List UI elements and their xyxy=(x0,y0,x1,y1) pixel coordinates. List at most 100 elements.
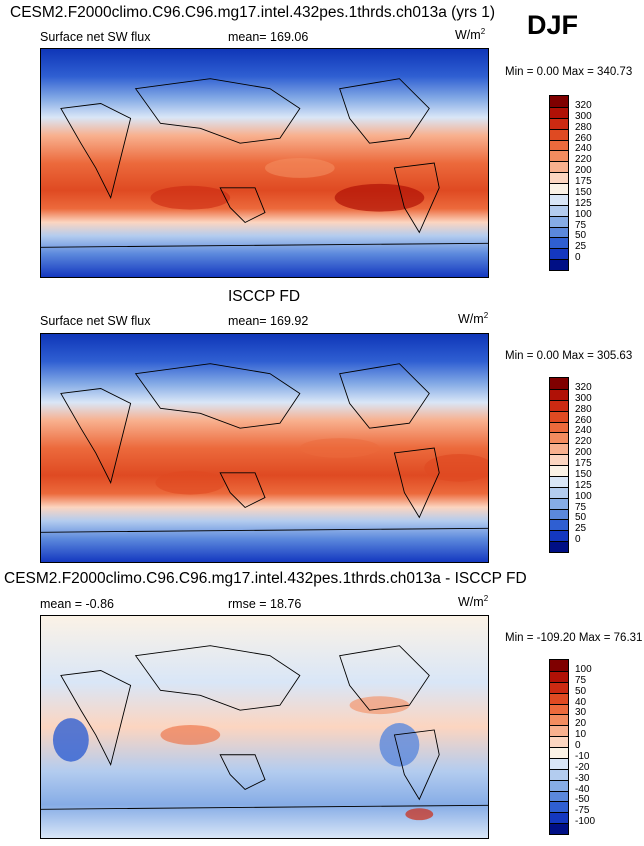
colorbar-segment xyxy=(550,486,568,498)
colorbar-segment xyxy=(550,660,568,671)
colorbar-tick-label: 100 xyxy=(575,208,592,220)
colorbar-tick-label: -40 xyxy=(575,783,590,795)
colorbar-segment xyxy=(550,248,568,260)
colorbar-segment xyxy=(550,681,568,693)
season-label: DJF xyxy=(527,10,579,40)
colorbar-segment xyxy=(550,736,568,747)
colorbar-tick-label: -30 xyxy=(575,772,590,784)
panel-2-map-svg xyxy=(41,334,488,562)
colorbar-tick-label: 260 xyxy=(575,132,592,144)
panel-3-units: W/m2 xyxy=(458,593,489,609)
colorbar-tick-label: 75 xyxy=(575,219,587,231)
colorbar-tick-label: 0 xyxy=(575,740,581,751)
colorbar-segment xyxy=(550,388,568,400)
colorbar-segment xyxy=(550,96,568,107)
colorbar-segment xyxy=(550,215,568,227)
panel-1-map xyxy=(40,48,489,278)
colorbar-segment xyxy=(550,421,568,433)
panel-1-map-svg xyxy=(41,49,488,277)
colorbar-tick-label: 300 xyxy=(575,110,592,122)
colorbar-tick-label: 240 xyxy=(575,143,592,155)
colorbar-segment xyxy=(550,150,568,162)
colorbar-tick-label: 20 xyxy=(575,718,587,730)
panel-3-coastlines xyxy=(41,645,488,810)
panel-2-colorbar xyxy=(549,377,569,553)
panel-2-minmax: Min = 0.00 Max = 305.63 xyxy=(505,350,633,362)
colorbar-tick-label: 320 xyxy=(575,99,592,111)
colorbar-tick-label: 220 xyxy=(575,154,592,166)
colorbar-tick-label: 260 xyxy=(575,414,592,426)
colorbar-segment xyxy=(550,399,568,411)
colorbar-segment xyxy=(550,443,568,455)
colorbar-tick-label: 40 xyxy=(575,696,587,708)
colorbar-tick-label: 175 xyxy=(575,176,592,187)
panel-1-minmax: Min = 0.00 Max = 340.73 xyxy=(505,66,633,78)
colorbar-tick-label: 150 xyxy=(575,468,592,480)
colorbar-tick-label: 300 xyxy=(575,392,592,404)
colorbar-segment xyxy=(550,193,568,205)
colorbar-segment xyxy=(550,475,568,487)
panel-3-minmax: Min = -109.20 Max = 76.31 xyxy=(505,632,643,644)
panel-3-mean-label: mean = -0.86 xyxy=(40,597,115,611)
panel-2-map xyxy=(40,333,489,563)
colorbar-segment xyxy=(550,454,568,465)
colorbar-segment xyxy=(550,237,568,249)
colorbar-segment xyxy=(550,106,568,118)
colorbar-segment xyxy=(550,530,568,542)
panel-3-title: CESM2.F2000climo.C96.C96.mg17.intel.432p… xyxy=(4,570,527,587)
colorbar-segment xyxy=(550,757,568,769)
panel-2-mean-label: mean= 169.92 xyxy=(228,314,309,328)
colorbar-segment xyxy=(550,128,568,140)
colorbar-segment xyxy=(550,714,568,726)
colorbar-tick-label: 175 xyxy=(575,458,592,469)
colorbar-segment xyxy=(550,259,568,270)
colorbar-segment xyxy=(550,823,568,834)
colorbar-tick-label: 50 xyxy=(575,512,587,524)
colorbar-segment xyxy=(550,161,568,173)
colorbar-tick-label: 0 xyxy=(575,534,581,546)
colorbar-tick-label: 320 xyxy=(575,381,592,393)
panel-2-field xyxy=(41,334,488,562)
colorbar-tick-label: -50 xyxy=(575,794,590,806)
panel-1-title: CESM2.F2000climo.C96.C96.mg17.intel.432p… xyxy=(10,4,496,21)
colorbar-tick-label: -100 xyxy=(575,816,596,828)
colorbar-tick-label: -10 xyxy=(575,750,590,762)
panel-2-units: W/m2 xyxy=(458,310,489,326)
colorbar-segment xyxy=(550,204,568,216)
colorbar-segment xyxy=(550,497,568,509)
colorbar-tick-label: 125 xyxy=(575,479,592,491)
colorbar-segment xyxy=(550,432,568,444)
colorbar-tick-label: 50 xyxy=(575,230,587,242)
panel-1-coastlines xyxy=(41,78,488,248)
colorbar-segment xyxy=(550,117,568,129)
colorbar-tick-label: 220 xyxy=(575,436,592,448)
colorbar-segment xyxy=(550,139,568,151)
colorbar-tick-label: 10 xyxy=(575,729,587,741)
colorbar-tick-label: 0 xyxy=(575,252,581,264)
colorbar-segment xyxy=(550,670,568,682)
panel-1-units: W/m2 xyxy=(455,26,486,42)
colorbar-segment xyxy=(550,692,568,704)
colorbar-segment xyxy=(550,541,568,552)
panel-1-mean-label: mean= 169.06 xyxy=(228,30,309,44)
colorbar-segment xyxy=(550,378,568,389)
colorbar-tick-label: 125 xyxy=(575,197,592,209)
panel-3-field xyxy=(41,616,488,838)
panel-3-colorbar xyxy=(549,659,569,835)
colorbar-tick-label: -75 xyxy=(575,805,590,817)
colorbar-segment xyxy=(550,790,568,802)
colorbar-segment xyxy=(550,725,568,737)
colorbar-tick-label: 280 xyxy=(575,121,592,133)
panel-1-colorbar xyxy=(549,95,569,271)
colorbar-tick-label: 25 xyxy=(575,523,587,535)
panel-1-variable-label: Surface net SW flux xyxy=(40,30,151,44)
colorbar-segment xyxy=(550,226,568,238)
colorbar-tick-label: -20 xyxy=(575,761,590,773)
colorbar-tick-label: 100 xyxy=(575,663,592,675)
colorbar-segment xyxy=(550,519,568,531)
colorbar-segment xyxy=(550,410,568,422)
colorbar-segment xyxy=(550,172,568,183)
colorbar-segment xyxy=(550,768,568,780)
colorbar-tick-label: 30 xyxy=(575,707,587,719)
colorbar-tick-label: 150 xyxy=(575,186,592,198)
